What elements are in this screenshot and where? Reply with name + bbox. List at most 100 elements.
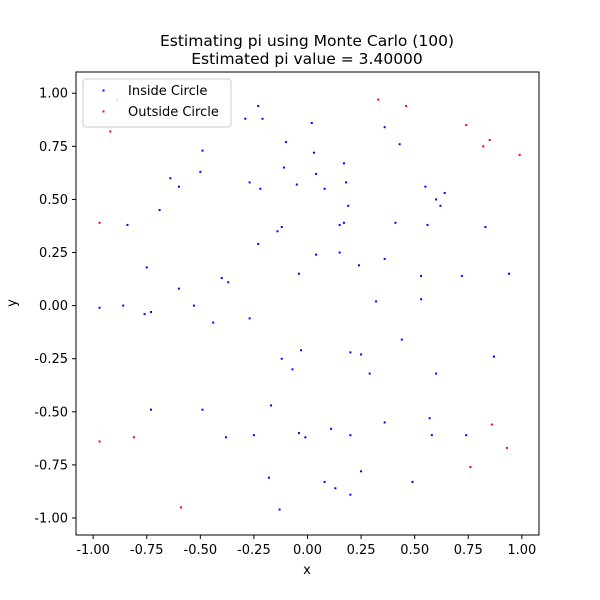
inside-point [428, 417, 431, 420]
outside-point [518, 153, 521, 156]
outside-point [98, 440, 101, 443]
inside-point [349, 351, 352, 354]
inside-point [460, 274, 463, 277]
inside-point [345, 181, 348, 184]
inside-point [349, 493, 352, 496]
inside-point [400, 338, 403, 341]
inside-point [257, 104, 260, 107]
inside-point [150, 311, 153, 313]
x-tick-label: -0.50 [184, 543, 218, 558]
y-tick-label: 0.25 [39, 246, 68, 261]
inside-point [285, 141, 288, 144]
inside-point [315, 172, 318, 175]
inside-point [295, 183, 298, 186]
inside-point [383, 126, 386, 129]
outside-point [405, 104, 408, 107]
inside-point [398, 143, 401, 146]
inside-point [424, 185, 427, 188]
inside-point [420, 298, 423, 301]
inside-point [257, 243, 260, 246]
inside-point [334, 487, 337, 490]
inside-point [177, 185, 180, 188]
inside-point [347, 204, 350, 207]
inside-point [248, 181, 251, 184]
inside-point [435, 198, 438, 201]
inside-point [276, 230, 279, 233]
inside-point [420, 274, 423, 277]
inside-point [304, 436, 307, 439]
x-tick-label: 0.50 [400, 543, 429, 558]
inside-point [199, 170, 202, 173]
inside-point [270, 404, 273, 407]
y-axis-label: y [5, 299, 20, 307]
outside-point [469, 466, 472, 469]
y-tick-label: 0.75 [39, 140, 68, 155]
inside-point [278, 508, 281, 511]
inside-point [368, 372, 371, 375]
x-tick-label: 0.00 [293, 543, 322, 558]
inside-point [349, 434, 352, 437]
inside-point [212, 321, 215, 324]
inside-point [465, 434, 468, 437]
inside-point [300, 349, 303, 352]
inside-point [282, 166, 285, 169]
inside-point [259, 187, 262, 190]
inside-point [248, 317, 251, 320]
y-tick-label: 1.00 [39, 87, 68, 102]
inside-point [426, 223, 429, 226]
inside-point [280, 357, 283, 360]
legend-label-outside: Outside Circle [128, 105, 219, 120]
inside-point [330, 427, 333, 430]
inside-point [169, 177, 172, 180]
y-tick-label: -1.00 [34, 512, 68, 527]
chart-title: Estimating pi using Monte Carlo (100) [160, 32, 454, 50]
inside-point [430, 434, 433, 437]
chart-subtitle: Estimated pi value = 3.40000 [191, 50, 423, 68]
inside-point [145, 266, 148, 269]
inside-point [261, 117, 264, 120]
inside-point [507, 272, 510, 275]
inside-point [342, 221, 345, 224]
x-tick-label: -0.75 [130, 543, 164, 558]
outside-point [482, 145, 485, 148]
inside-point [126, 223, 129, 226]
y-tick-label: 0.00 [39, 299, 68, 314]
inside-point [297, 272, 300, 275]
inside-point [143, 313, 146, 316]
inside-point [394, 221, 397, 224]
inside-point [192, 304, 195, 307]
inside-point [338, 251, 341, 254]
inside-point [122, 304, 125, 307]
y-tick-label: 0.50 [39, 193, 68, 208]
inside-point [435, 372, 438, 375]
inside-point [439, 204, 442, 207]
y-tick-label: -0.25 [34, 352, 68, 367]
inside-point [492, 355, 495, 358]
inside-point [225, 436, 228, 439]
inside-point [297, 432, 300, 435]
inside-point [150, 408, 153, 411]
outside-point [490, 423, 493, 426]
outside-point [132, 436, 135, 439]
inside-point [201, 149, 204, 152]
inside-point [280, 226, 283, 229]
outside-point [465, 124, 468, 127]
inside-point [360, 470, 363, 473]
outside-point [488, 138, 491, 141]
x-axis-label: x [303, 563, 311, 578]
inside-point [338, 223, 341, 226]
inside-point [98, 306, 101, 309]
legend-box [82, 78, 232, 128]
inside-point [252, 434, 255, 437]
inside-point [291, 368, 294, 371]
inside-point [357, 264, 360, 267]
legend-marker-outside [102, 110, 105, 113]
y-tick-label: -0.75 [34, 458, 68, 473]
y-tick-label: -0.50 [34, 405, 68, 420]
outside-point [98, 221, 101, 224]
outside-point [109, 130, 112, 133]
x-tick-label: 0.75 [454, 543, 483, 558]
inside-point [323, 187, 326, 190]
inside-point [227, 281, 230, 284]
